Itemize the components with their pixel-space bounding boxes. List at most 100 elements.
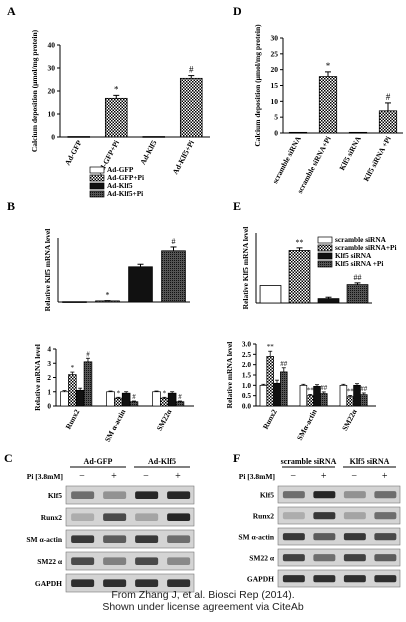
bar bbox=[60, 391, 69, 407]
blot-band bbox=[71, 535, 95, 543]
bar bbox=[142, 136, 166, 138]
x-tick-label: Ad-Klf5 bbox=[138, 138, 158, 166]
bar bbox=[104, 97, 128, 138]
treatment-label: Pi [3.8mM] bbox=[239, 472, 275, 481]
y-tick-label: 2.0 bbox=[242, 360, 251, 369]
bar bbox=[360, 394, 368, 407]
blot-band bbox=[103, 491, 127, 499]
blot-band bbox=[71, 579, 95, 587]
blot-row-label: Runx2 bbox=[41, 513, 63, 522]
blot-band bbox=[374, 512, 397, 520]
panel-letter-b: B bbox=[7, 199, 15, 213]
y-tick-label: 1.0 bbox=[242, 381, 251, 390]
blot-f: scramble siRNA Klf5 siRNA Pi [3.8mM] − + − + Kl… bbox=[238, 457, 401, 588]
y-tick-label: 10 bbox=[271, 97, 279, 106]
y-tick-label: 1.5 bbox=[242, 371, 251, 380]
chart-e-5: 0.0 0.51.01.5 2.02.53.0 Relative mRNA level… bbox=[225, 340, 376, 442]
blot-band bbox=[343, 512, 366, 520]
blot-band bbox=[135, 557, 159, 565]
x-tick-label: Ad-Klf5+Pi bbox=[171, 139, 196, 176]
legend-swatch bbox=[317, 236, 333, 244]
legend-swatch bbox=[89, 182, 105, 190]
panel-letter-a: A bbox=[7, 4, 16, 18]
blot-row-label: SM α-actin bbox=[238, 533, 274, 542]
bar bbox=[306, 395, 314, 407]
significance-mark: ** bbox=[296, 238, 304, 247]
significance-mark: * bbox=[163, 389, 167, 397]
legend-swatch bbox=[317, 244, 333, 252]
y-axis-label: Relative mRNA level bbox=[33, 344, 42, 411]
y-tick-label: 25 bbox=[271, 49, 279, 58]
blot-strip bbox=[65, 485, 195, 505]
blot-band bbox=[167, 579, 191, 587]
blot-band bbox=[343, 554, 366, 562]
blot-row-label: SM22 α bbox=[249, 554, 275, 563]
blot-band bbox=[103, 535, 127, 543]
blot-strip bbox=[65, 507, 195, 527]
y-tick-label: 2 bbox=[47, 373, 51, 382]
y-tick-label: 40 bbox=[48, 41, 56, 50]
bar bbox=[83, 361, 93, 407]
legend-label: Ad-GFP+Pi bbox=[107, 173, 144, 182]
caption-line-1: From Zhang J, et al. Biosci Rep (2014). bbox=[111, 589, 295, 601]
significance-mark: ## bbox=[354, 273, 362, 282]
blot-band bbox=[282, 491, 305, 499]
blot-band bbox=[374, 491, 397, 499]
legend-label: Ad-GFP bbox=[107, 165, 134, 174]
legend-label: Klf5 siRNA +Pi bbox=[335, 259, 383, 268]
blot-band bbox=[167, 491, 191, 499]
y-axis-label: Calcium deposition (μmol/mg protein) bbox=[253, 24, 262, 147]
y-tick-label: 0 bbox=[274, 129, 278, 138]
chart-d-1: 0 5 10 15 20 25 30 Calcium deposition (μmol/mg … bbox=[253, 24, 403, 195]
lane-sign: + bbox=[321, 471, 327, 482]
blot-strip bbox=[65, 551, 195, 571]
blot-strip bbox=[277, 527, 401, 546]
blot-band bbox=[103, 513, 127, 521]
legend-label: Klf5 siRNA bbox=[335, 251, 372, 260]
blot-band bbox=[313, 491, 336, 499]
bar bbox=[273, 382, 281, 407]
significance-mark: ## bbox=[360, 385, 368, 393]
legend-label: Ad-Klf5 bbox=[107, 181, 133, 190]
bar bbox=[175, 401, 185, 407]
bar bbox=[378, 110, 398, 134]
legend-swatch bbox=[317, 252, 333, 260]
figure-caption: From Zhang J, et al. Biosci Rep (2014). … bbox=[0, 589, 406, 613]
blot-row-label: SM α-actin bbox=[26, 535, 62, 544]
bar bbox=[67, 136, 91, 138]
significance-mark: ** bbox=[267, 343, 275, 351]
bar bbox=[320, 393, 328, 407]
blot-band bbox=[167, 557, 191, 565]
bar bbox=[280, 371, 288, 407]
blot-band bbox=[313, 554, 336, 562]
significance-mark: * bbox=[106, 291, 110, 300]
blot-row-label: SM22 α bbox=[37, 557, 63, 566]
bar bbox=[161, 250, 186, 303]
blot-band bbox=[313, 512, 336, 520]
blot-row-label: GAPDH bbox=[247, 575, 274, 584]
significance-mark: ** bbox=[347, 387, 355, 395]
significance-mark: # bbox=[178, 393, 182, 401]
blot-row-label: GAPDH bbox=[35, 579, 62, 588]
blot-band bbox=[374, 554, 397, 562]
blot-strip bbox=[277, 569, 401, 588]
blot-strip bbox=[65, 573, 195, 593]
blot-strip bbox=[277, 548, 401, 567]
significance-mark: # bbox=[172, 237, 176, 246]
x-tick-label: SMα-actin bbox=[295, 407, 319, 442]
blot-band bbox=[343, 575, 366, 583]
lane-sign: − bbox=[290, 471, 296, 482]
blot-band bbox=[71, 557, 95, 565]
blot-group-label: Ad-GFP bbox=[84, 457, 113, 466]
chart-e-4: Relative Klf5 mRNA level ** ## scramble siR… bbox=[241, 227, 397, 310]
blot-band bbox=[282, 554, 305, 562]
y-tick-label: 0 bbox=[51, 133, 55, 142]
bar bbox=[152, 391, 161, 407]
y-tick-label: 15 bbox=[271, 81, 279, 90]
y-tick-label: 0.5 bbox=[242, 391, 251, 400]
bar bbox=[114, 397, 123, 407]
significance-mark: * bbox=[326, 61, 331, 71]
legend-swatch bbox=[89, 190, 105, 198]
bar bbox=[129, 401, 139, 407]
